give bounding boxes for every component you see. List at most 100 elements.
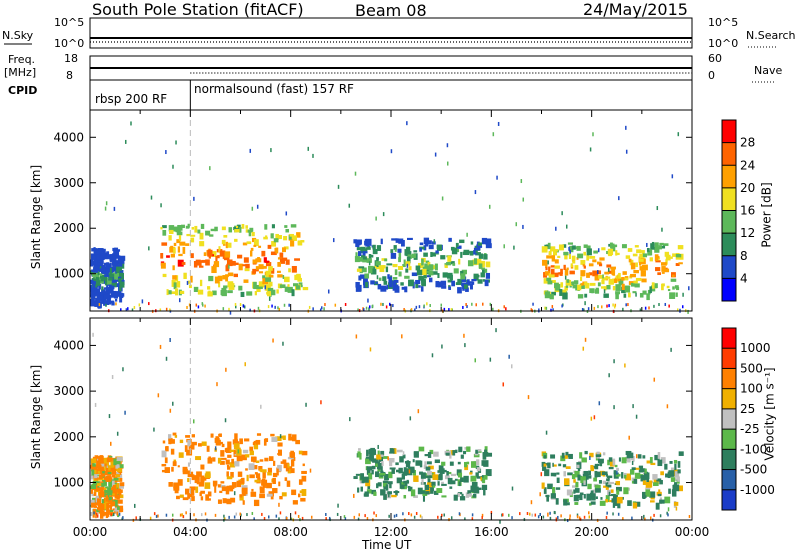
- echo-cell: [660, 471, 664, 476]
- echo-cell: [205, 494, 209, 501]
- echo-cell: [97, 503, 100, 511]
- echo-cell: [633, 270, 639, 274]
- echo-cell: [118, 293, 125, 297]
- echo-cell: [406, 256, 411, 264]
- echo-cell: [250, 456, 257, 462]
- ground-scatter-cell: [481, 516, 483, 520]
- scatter-cell: [172, 164, 174, 169]
- echo-cell: [289, 452, 295, 458]
- scatter-cell: [169, 408, 172, 413]
- echo-cell: [213, 483, 217, 487]
- echo-cell: [111, 282, 117, 288]
- echo-cell: [572, 260, 576, 264]
- scatter-cell: [387, 456, 389, 461]
- echo-cell: [460, 270, 464, 276]
- freq-tick-top: 18: [64, 52, 78, 65]
- echo-cell: [631, 477, 636, 481]
- echo-cell: [215, 255, 218, 262]
- echo-cell: [664, 463, 668, 470]
- echo-cell: [268, 274, 274, 278]
- scatter-cell: [635, 454, 638, 459]
- echo-cell: [424, 454, 429, 457]
- echo-cell: [193, 286, 199, 292]
- echo-cell: [99, 291, 103, 295]
- echo-cell: [460, 251, 463, 258]
- echo-cell: [554, 265, 560, 269]
- ground-scatter-cell: [644, 517, 646, 521]
- echo-cell: [169, 246, 175, 253]
- scatter-cell: [134, 503, 136, 508]
- echo-cell: [603, 485, 607, 488]
- echo-cell: [605, 495, 610, 503]
- ground-scatter-cell: [429, 304, 431, 308]
- echo-cell: [241, 485, 248, 488]
- ground-scatter-cell: [120, 308, 122, 312]
- echo-cell: [284, 276, 290, 283]
- power-colorbar-segment: [722, 165, 736, 188]
- echo-cell: [193, 260, 198, 268]
- echo-cell: [396, 477, 403, 484]
- echo-cell: [594, 289, 600, 294]
- echo-cell: [266, 482, 272, 489]
- ground-scatter-cell: [471, 302, 473, 306]
- echo-cell: [599, 460, 604, 464]
- echo-cell: [477, 449, 482, 452]
- nsearch-label: N.Search: [746, 29, 796, 42]
- echo-cell: [602, 452, 606, 456]
- echo-cell: [605, 499, 608, 503]
- echo-cell: [116, 457, 123, 462]
- echo-cell: [382, 286, 389, 290]
- echo-cell: [624, 285, 631, 293]
- echo-cell: [207, 286, 211, 290]
- echo-cell: [592, 465, 597, 469]
- ground-scatter-cell: [125, 308, 128, 312]
- echo-cell: [589, 282, 596, 286]
- echo-cell: [623, 487, 629, 495]
- scatter-cell: [282, 341, 284, 346]
- echo-cell: [387, 274, 390, 279]
- velocity-colorbar-frame: [721, 327, 737, 511]
- echo-cell: [388, 283, 393, 288]
- echo-cell: [480, 267, 486, 270]
- echo-cell: [466, 279, 470, 284]
- echo-cell: [116, 269, 123, 276]
- echo-cell: [194, 225, 198, 233]
- scatter-cell: [214, 446, 217, 451]
- echo-cell: [654, 247, 660, 253]
- echo-cell: [167, 434, 172, 441]
- echo-cell: [98, 266, 103, 272]
- echo-cell: [470, 241, 474, 245]
- echo-cell: [400, 282, 404, 286]
- scatter-cell: [354, 171, 357, 176]
- ground-scatter-cell: [676, 308, 679, 312]
- ground-scatter-cell: [410, 308, 413, 312]
- echo-cell: [93, 259, 98, 265]
- echo-cell: [594, 463, 599, 470]
- echo-cell: [586, 493, 592, 501]
- echo-cell: [119, 286, 122, 292]
- echo-cell: [170, 448, 175, 455]
- scatter-cell: [625, 125, 627, 130]
- echo-cell: [291, 489, 297, 496]
- echo-cell: [102, 511, 108, 516]
- echo-cell: [608, 481, 614, 485]
- echo-cell: [551, 255, 556, 262]
- echo-cell: [455, 282, 462, 286]
- echo-cell: [212, 480, 218, 486]
- echo-cell: [601, 471, 608, 476]
- echo-cell: [162, 273, 167, 278]
- ground-scatter-cell: [223, 517, 226, 521]
- echo-cell: [116, 292, 122, 295]
- echo-cell: [243, 279, 249, 283]
- echo-cell: [673, 501, 679, 506]
- echo-cell: [387, 481, 393, 485]
- power-colorbar-segment: [722, 255, 736, 279]
- echo-cell: [291, 265, 297, 273]
- echo-cell: [268, 456, 274, 462]
- ground-scatter-cell: [204, 512, 207, 516]
- scatter-cell: [441, 344, 443, 349]
- echo-cell: [642, 264, 648, 271]
- echo-cell: [550, 265, 555, 268]
- echo-cell: [229, 462, 236, 468]
- echo-cell: [366, 489, 372, 494]
